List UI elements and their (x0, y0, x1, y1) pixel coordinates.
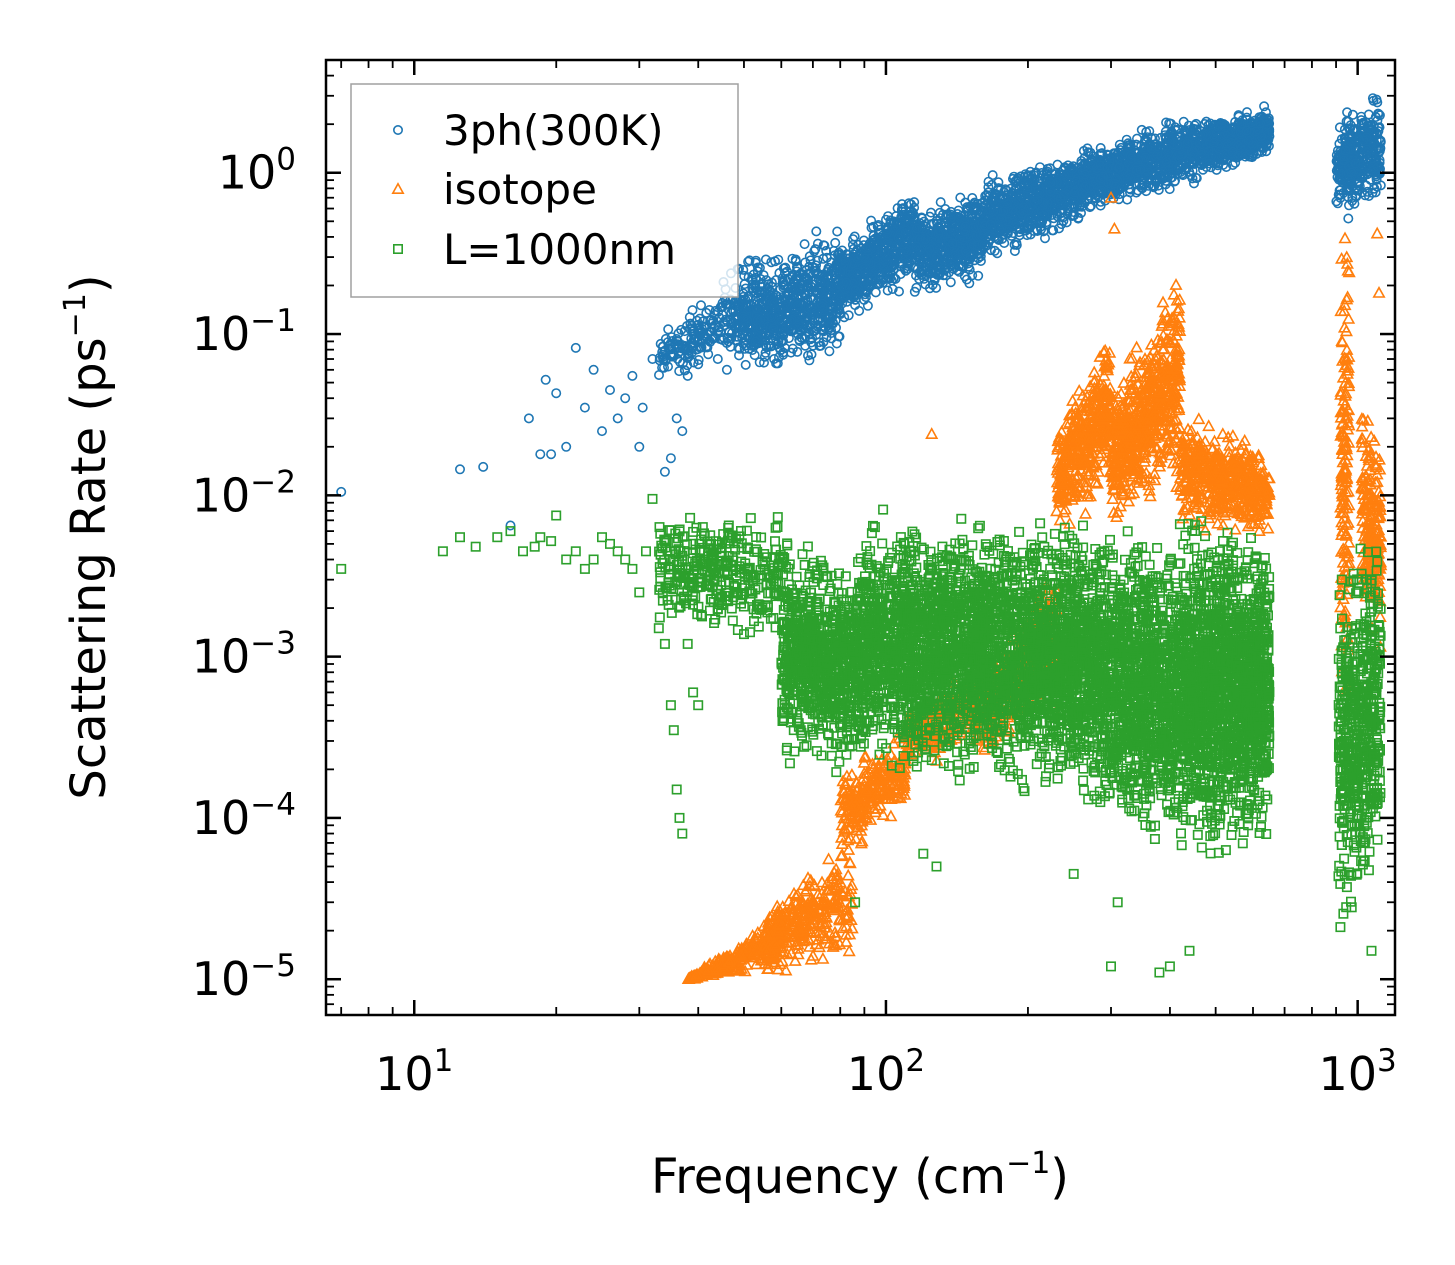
data-point (695, 300, 706, 311)
data-point (657, 341, 668, 352)
data-point (684, 351, 695, 362)
data-point (696, 342, 707, 353)
data-point (715, 327, 726, 338)
data-point (679, 365, 690, 376)
data-point (726, 333, 737, 344)
data-point (693, 322, 704, 333)
data-point (720, 314, 731, 325)
data-point (679, 326, 690, 337)
data-point (687, 305, 698, 316)
data-point (799, 239, 810, 250)
series-0 (336, 93, 1386, 531)
data-point (663, 324, 674, 335)
data-point (693, 354, 704, 365)
data-point (832, 226, 843, 237)
data-layer (336, 93, 1388, 985)
data-point (674, 366, 685, 377)
data-point (688, 328, 699, 339)
data-point (676, 339, 687, 350)
data-point (671, 333, 682, 344)
data-point (740, 359, 751, 370)
data-point (653, 369, 664, 380)
data-point (654, 355, 665, 366)
data-point (714, 312, 725, 323)
data-point (701, 332, 712, 343)
data-point (672, 353, 683, 364)
data-point (682, 353, 693, 364)
data-point (759, 351, 770, 362)
data-point (658, 362, 669, 373)
data-point (691, 315, 702, 326)
data-point (713, 325, 724, 336)
